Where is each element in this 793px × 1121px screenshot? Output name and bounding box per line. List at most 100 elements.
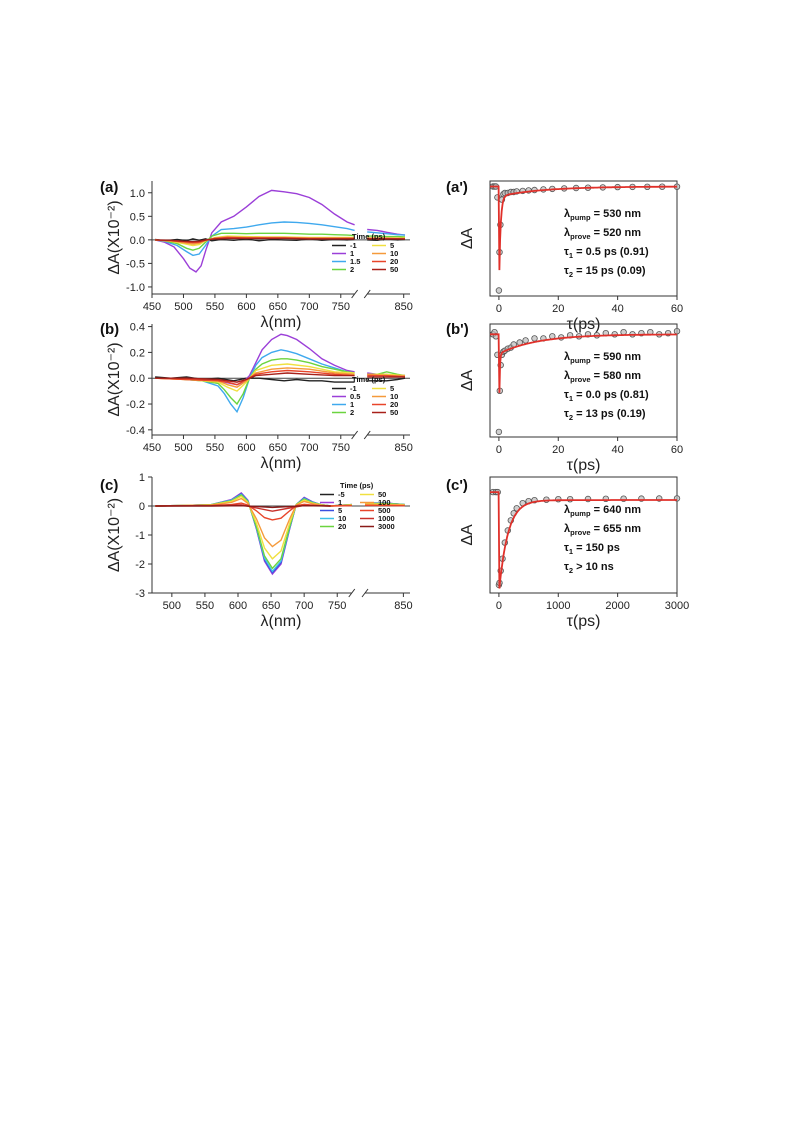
legend-label-20: 20 bbox=[390, 257, 398, 266]
x-tick-label: 650 bbox=[269, 442, 287, 454]
legend-label-1: 1 bbox=[338, 498, 342, 507]
x-tick-label: 0 bbox=[496, 600, 502, 612]
x-tick-label: 450 bbox=[143, 301, 161, 313]
legend-title: Time (ps) bbox=[340, 481, 374, 490]
x-tick-label: 850 bbox=[395, 442, 413, 454]
legend-label--5: -5 bbox=[338, 490, 345, 499]
legend-label--1: -1 bbox=[350, 384, 357, 393]
y-tick-label: 0.4 bbox=[130, 322, 145, 334]
panel-label: (a') bbox=[446, 179, 468, 196]
legend-label-2: 2 bbox=[350, 265, 354, 274]
axis-break-mark bbox=[363, 430, 371, 440]
x-tick-label: 600 bbox=[237, 301, 255, 313]
y-tick-label: 1.0 bbox=[130, 188, 145, 200]
legend-label-10: 10 bbox=[390, 392, 398, 401]
legend-label-5: 5 bbox=[390, 384, 394, 393]
x-tick-label: 650 bbox=[262, 600, 280, 612]
legend-label-10: 10 bbox=[338, 514, 346, 523]
x-tick-label: 2000 bbox=[605, 600, 629, 612]
x-tick-label: 60 bbox=[671, 303, 683, 315]
panel-label: (b') bbox=[446, 321, 469, 338]
x-axis-label: τ(ps) bbox=[567, 613, 601, 630]
x-tick-label: 600 bbox=[237, 442, 255, 454]
y-tick-label: -0.2 bbox=[126, 399, 145, 411]
y-axis-label: ΔA(X10⁻²) bbox=[106, 342, 123, 416]
annotation-pump: λpump = 640 nm bbox=[564, 504, 641, 518]
legend-label-5: 5 bbox=[338, 506, 342, 515]
fit-curve bbox=[490, 333, 677, 393]
legend-label-500: 500 bbox=[378, 506, 391, 515]
legend-label-50: 50 bbox=[378, 490, 386, 499]
axis-break-mark bbox=[361, 588, 369, 598]
y-tick-label: -3 bbox=[135, 588, 145, 600]
x-tick-label: 750 bbox=[332, 442, 350, 454]
legend-label-50: 50 bbox=[390, 265, 398, 274]
annotation-pump: λpump = 530 nm bbox=[564, 208, 641, 222]
y-tick-label: 0.0 bbox=[130, 235, 145, 247]
panel-label: (c') bbox=[446, 477, 468, 494]
legend-label-20: 20 bbox=[338, 522, 346, 531]
legend-label-3000: 3000 bbox=[378, 522, 395, 531]
axis-break-mark bbox=[351, 430, 359, 440]
series-line-3000 bbox=[155, 504, 331, 509]
annotation-tau1: τ1 = 0.0 ps (0.81) bbox=[564, 389, 649, 403]
x-tick-label: 0 bbox=[496, 444, 502, 456]
x-tick-label: 500 bbox=[163, 600, 181, 612]
legend-label-20: 20 bbox=[390, 400, 398, 409]
x-tick-label: 700 bbox=[300, 442, 318, 454]
x-tick-label: 450 bbox=[143, 442, 161, 454]
x-tick-label: 60 bbox=[671, 444, 683, 456]
legend-title: Time (ps) bbox=[352, 232, 386, 241]
x-tick-label: 40 bbox=[612, 444, 624, 456]
panel-c: 500 550 600 650 700 750 85010-1-2-3λ(nm)ΔA(X10… bbox=[100, 472, 413, 630]
x-axis-label: λ(nm) bbox=[261, 455, 302, 472]
x-tick-label: 850 bbox=[395, 301, 413, 313]
x-tick-label: 3000 bbox=[665, 600, 689, 612]
x-tick-label: 700 bbox=[295, 600, 313, 612]
y-tick-label: -0.4 bbox=[126, 425, 145, 437]
x-tick-label: 0 bbox=[496, 303, 502, 315]
legend-label-2: 2 bbox=[350, 408, 354, 417]
legend-label--1: -1 bbox=[350, 241, 357, 250]
series-line-2 bbox=[367, 235, 406, 238]
panel-label: (a) bbox=[100, 179, 118, 196]
series-line-100 bbox=[155, 497, 352, 548]
legend-title: Time (ps) bbox=[352, 375, 386, 384]
x-tick-label: 550 bbox=[196, 600, 214, 612]
panel-label: (c) bbox=[100, 477, 118, 494]
x-tick-label: 1000 bbox=[546, 600, 570, 612]
data-point bbox=[495, 287, 503, 294]
x-tick-label: 550 bbox=[206, 301, 224, 313]
x-tick-label: 550 bbox=[206, 442, 224, 454]
series-line--1 bbox=[367, 377, 406, 382]
legend-label-5: 5 bbox=[390, 241, 394, 250]
y-tick-label: 0.2 bbox=[130, 347, 145, 359]
x-tick-label: 20 bbox=[552, 303, 564, 315]
fit-curve bbox=[490, 491, 677, 589]
x-tick-label: 20 bbox=[552, 444, 564, 456]
x-axis-label: λ(nm) bbox=[261, 314, 302, 331]
y-tick-label: 1 bbox=[139, 472, 145, 484]
y-tick-label: 0.5 bbox=[130, 211, 145, 223]
y-axis-label: ΔA(X10⁻²) bbox=[106, 200, 123, 274]
legend-label-1: 1 bbox=[350, 249, 354, 258]
annotation-prove: λprove = 520 nm bbox=[564, 227, 641, 241]
x-tick-label: 40 bbox=[612, 303, 624, 315]
series-line-50 bbox=[155, 237, 355, 243]
data-point bbox=[673, 328, 681, 335]
legend-label-1.5: 1.5 bbox=[350, 257, 360, 266]
annotation-tau1: τ1 = 150 ps bbox=[564, 542, 620, 556]
y-tick-label: -1 bbox=[135, 530, 145, 542]
x-tick-label: 750 bbox=[332, 301, 350, 313]
x-tick-label: 750 bbox=[328, 600, 346, 612]
series-line-2 bbox=[155, 232, 355, 251]
annotation-prove: λprove = 655 nm bbox=[564, 523, 641, 537]
y-axis-label: ΔA(X10⁻²) bbox=[106, 498, 123, 572]
data-point bbox=[611, 331, 618, 338]
plot-frame bbox=[489, 476, 678, 594]
data-point bbox=[531, 335, 538, 342]
x-tick-label: 650 bbox=[269, 301, 287, 313]
annotation-tau1: τ1 = 0.5 ps (0.91) bbox=[564, 246, 649, 260]
